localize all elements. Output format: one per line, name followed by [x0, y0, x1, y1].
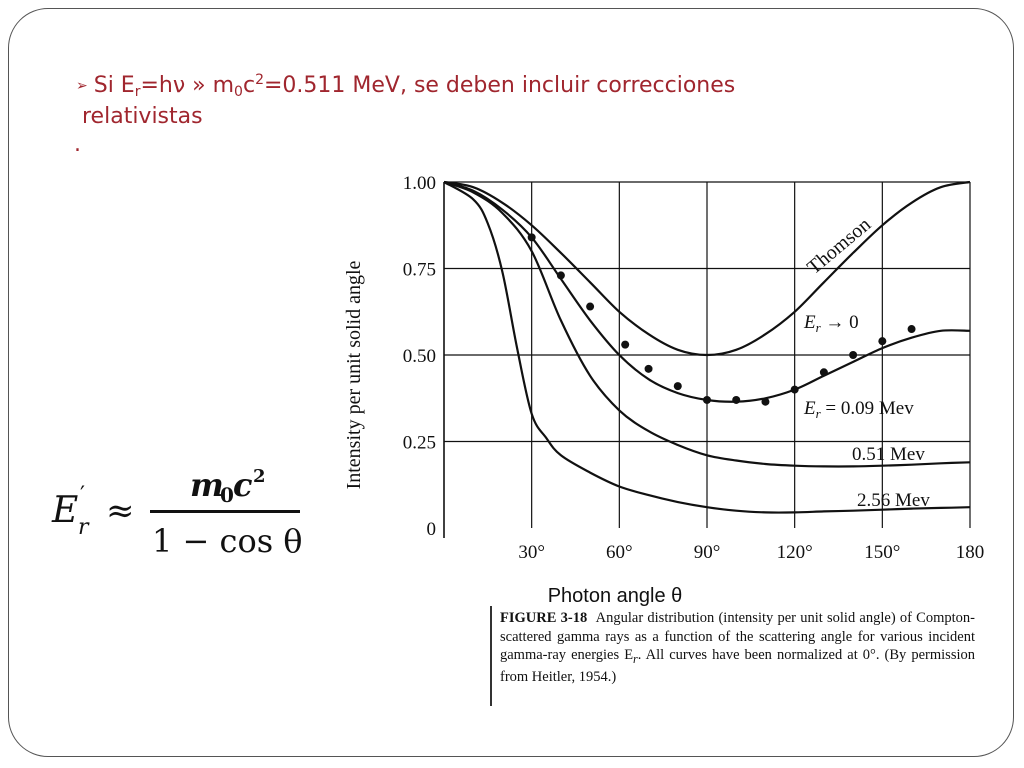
- data-point: [644, 364, 653, 373]
- bullet-part-si: Si E: [93, 73, 135, 98]
- data-point: [878, 337, 887, 346]
- label-009-sub: r: [816, 406, 822, 421]
- data-point: [849, 351, 858, 359]
- y-tick-label: 0: [427, 519, 437, 540]
- label-er0-rest: → 0: [821, 312, 859, 333]
- y-tick-label: 0.75: [403, 260, 436, 281]
- formula-num-m: m: [190, 466, 224, 504]
- series-line-0: [443, 180, 971, 357]
- data-point: [732, 395, 741, 404]
- x-tick-label: 30°: [518, 542, 545, 563]
- formula-fraction-bar: [150, 510, 300, 513]
- data-point: [790, 385, 799, 394]
- figure-caption: FIGURE 3-18 Angular distribution (intens…: [500, 609, 975, 687]
- caption-sub: r: [633, 651, 638, 666]
- formula-num-2: 2: [253, 466, 266, 487]
- caption-label: FIGURE 3-18: [500, 610, 588, 626]
- compton-formula: E ′ r ≈ m 0 c 2 1 − cos θ: [51, 466, 303, 560]
- bullet-arrow-icon: ➢: [76, 78, 88, 94]
- label-256: 2.56 Mev: [857, 490, 930, 511]
- formula-num-0: 0: [220, 483, 234, 507]
- data-point: [621, 340, 630, 349]
- data-point: [703, 395, 711, 404]
- formula-den: 1 − cos θ: [152, 522, 303, 560]
- x-tick-label: 60°: [606, 542, 633, 563]
- bullet-part-eq: =hν » m: [140, 73, 235, 98]
- compton-angular-chart: 0 0.25 0.50 0.75 1.00 30° 60° 90° 120° 150° 180 I…: [343, 173, 984, 607]
- formula-prime: ′: [80, 483, 85, 508]
- slide-frame: [8, 8, 1014, 757]
- bullet-part-c: c: [242, 73, 256, 98]
- caption-rule: [490, 606, 492, 706]
- y-tick-label: 0.50: [403, 346, 436, 367]
- label-009-rest: = 0.09 Mev: [821, 398, 915, 419]
- y-tick-label: 0.25: [403, 433, 436, 454]
- caption-text: Angular distribution (intensity per unit…: [500, 610, 975, 663]
- y-tick-labels: 0 0.25 0.50 0.75 1.00: [403, 173, 436, 540]
- bullet-sub-0: 0: [234, 84, 243, 100]
- x-tick-label: 150°: [864, 542, 900, 563]
- data-points-layer: [527, 233, 916, 406]
- label-009-E: E: [803, 398, 816, 419]
- bullet-text: ➢ Si Er=hν » m0c2=0.511 MeV, se deben inc…: [76, 72, 876, 100]
- y-tick-label: 1.00: [403, 173, 436, 194]
- data-point: [527, 233, 536, 242]
- series-line-4: [443, 181, 971, 514]
- x-tick-label: 180: [956, 542, 985, 563]
- data-point: [761, 397, 770, 406]
- bullet-sub-r: r: [134, 84, 141, 100]
- formula-r: r: [78, 515, 90, 540]
- label-er0-sub: r: [816, 320, 822, 335]
- bullet-sup-2: 2: [255, 72, 264, 88]
- data-point: [586, 302, 595, 311]
- series-line-3: [443, 180, 971, 468]
- grid-layer: [443, 181, 971, 538]
- x-tick-label: 90°: [694, 542, 721, 563]
- x-axis-label: Photon angle θ: [548, 585, 683, 607]
- label-009: Er = 0.09 Mev: [803, 398, 914, 421]
- x-tick-labels: 30° 60° 90° 120° 150° 180: [518, 542, 984, 563]
- bullet-line2: relativistas: [82, 104, 203, 129]
- data-point: [673, 382, 682, 391]
- label-er0: Er → 0: [803, 312, 859, 335]
- formula-approx: ≈: [106, 491, 135, 531]
- label-051: 0.51 Mev: [852, 444, 925, 465]
- caption-text2: . All curves have been normalized at 0°.…: [500, 647, 975, 686]
- data-point: [556, 271, 565, 280]
- formula-num-c: c: [233, 466, 252, 504]
- formula-E: E: [51, 490, 78, 531]
- x-tick-label: 120°: [777, 542, 813, 563]
- y-axis-label: Intensity per unit solid angle: [343, 260, 365, 489]
- data-point: [819, 368, 828, 377]
- bullet-dot: .: [74, 132, 81, 157]
- label-er0-E: E: [803, 312, 816, 333]
- data-point: [907, 325, 916, 334]
- bullet-part-rest: =0.511 MeV, se deben incluir correccione…: [263, 73, 736, 98]
